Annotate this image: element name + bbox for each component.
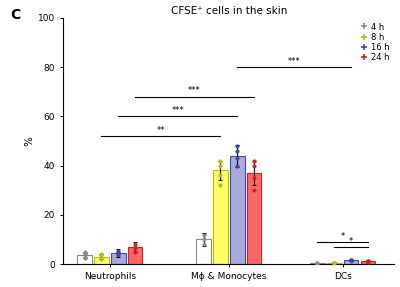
Point	[251, 176, 257, 180]
Point	[314, 261, 321, 266]
Point	[217, 163, 224, 168]
Point	[331, 261, 338, 265]
Point	[314, 261, 321, 266]
Bar	[344, 260, 358, 264]
Point	[81, 252, 88, 257]
Bar	[327, 263, 342, 264]
Point	[365, 259, 371, 264]
Point	[348, 257, 354, 262]
Point	[81, 256, 88, 260]
Point	[115, 251, 121, 255]
Title: CFSE⁺ cells in the skin: CFSE⁺ cells in the skin	[171, 5, 287, 15]
Point	[331, 261, 338, 265]
Bar	[230, 156, 245, 264]
Text: **: **	[157, 126, 165, 135]
Point	[98, 257, 104, 261]
Point	[115, 248, 121, 253]
Point	[98, 256, 104, 260]
Point	[217, 158, 224, 163]
Point	[98, 252, 104, 257]
Point	[132, 249, 138, 254]
Bar	[196, 239, 211, 264]
Point	[200, 232, 207, 237]
Point	[251, 158, 257, 163]
Point	[115, 252, 121, 257]
Text: ***: ***	[188, 86, 201, 95]
Point	[217, 173, 224, 178]
Bar	[128, 247, 142, 264]
Bar	[94, 257, 109, 264]
Point	[314, 261, 321, 265]
Bar	[213, 170, 228, 264]
Point	[365, 258, 371, 263]
Point	[98, 253, 104, 258]
Text: *: *	[340, 232, 345, 241]
Point	[200, 237, 207, 242]
Bar	[111, 253, 126, 264]
Point	[234, 163, 240, 168]
Point	[217, 183, 224, 188]
Y-axis label: %: %	[25, 136, 35, 146]
Point	[81, 254, 88, 259]
Point	[132, 245, 138, 249]
Point	[331, 260, 338, 265]
Point	[234, 148, 240, 153]
Bar	[310, 263, 325, 264]
Point	[251, 163, 257, 168]
Bar	[247, 173, 262, 264]
Text: ***: ***	[171, 106, 184, 115]
Point	[234, 156, 240, 160]
Point	[348, 258, 354, 263]
Point	[251, 188, 257, 193]
Bar	[77, 255, 92, 264]
Text: *: *	[349, 237, 353, 246]
Point	[132, 242, 138, 247]
Point	[348, 259, 354, 263]
Bar	[360, 261, 375, 264]
Point	[115, 249, 121, 254]
Point	[200, 242, 207, 247]
Point	[234, 144, 240, 148]
Point	[81, 251, 88, 255]
Text: C: C	[10, 8, 20, 22]
Point	[115, 253, 121, 258]
Point	[365, 259, 371, 263]
Point	[81, 249, 88, 254]
Text: ***: ***	[288, 57, 300, 66]
Point	[132, 246, 138, 250]
Legend: 4 h, 8 h, 16 h, 24 h: 4 h, 8 h, 16 h, 24 h	[359, 22, 390, 63]
